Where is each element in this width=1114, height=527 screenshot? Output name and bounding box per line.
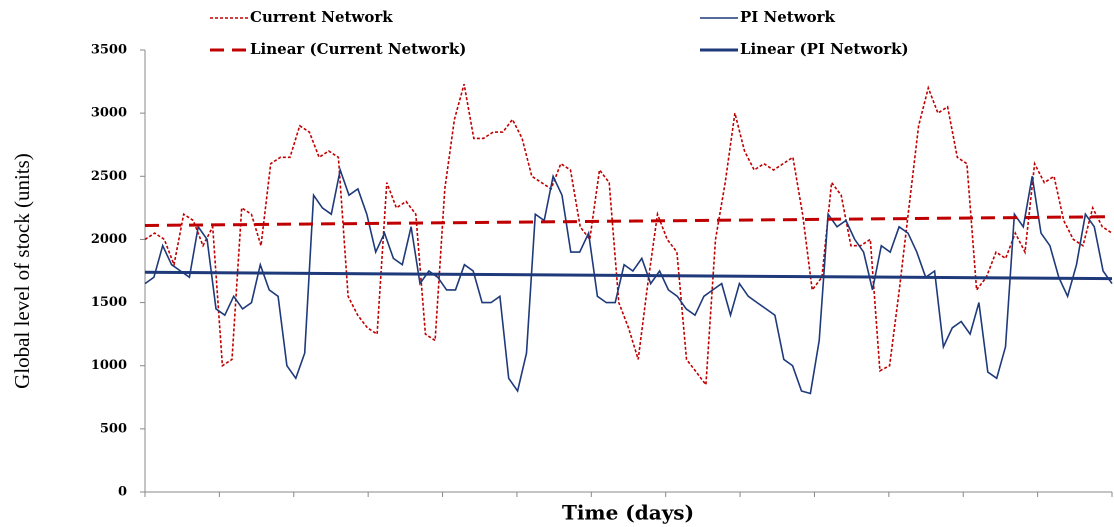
y-tick-label: 1500 [91,295,127,310]
y-tick-label: 2000 [91,232,127,247]
legend-label: PI Network [740,8,836,26]
y-tick-label: 3500 [91,43,127,58]
legend-label: Linear (Current Network) [250,40,466,58]
series-line [144,166,1113,395]
legend-label: Linear (PI Network) [740,40,909,58]
x-axis-title: Time (days) [562,501,694,525]
y-tick-label: 0 [118,485,127,500]
trend-line [144,215,1113,227]
y-tick-label: 2500 [91,169,127,184]
y-tick-label: 500 [100,421,127,436]
y-tick-label: 1000 [91,358,127,373]
series-line [144,83,1113,387]
y-tick-label: 3000 [91,106,127,121]
trend-line [144,270,1113,281]
y-axis-title: Global level of stock (units) [10,153,34,389]
legend-label: Current Network [250,8,393,26]
